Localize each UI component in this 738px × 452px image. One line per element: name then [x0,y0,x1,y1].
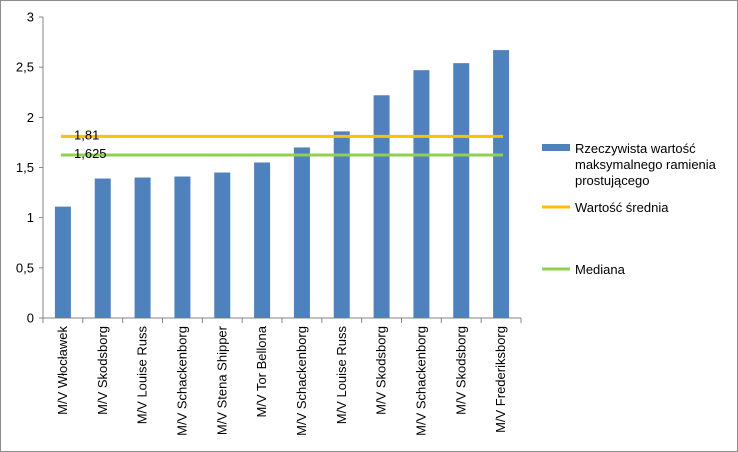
x-tick-label: M/V Schackenborg [413,326,428,436]
y-tick-label: 2 [27,110,34,125]
legend-label: Wartość średnia [575,200,669,215]
reference-line-label: 1,625 [74,146,107,161]
x-tick-label: M/V Stena Shipper [214,325,229,435]
y-tick-label: 3 [27,10,34,25]
y-tick-label: 0 [27,311,34,326]
y-tick-label: 0,5 [16,260,34,275]
legend-label: Mediana [575,262,626,277]
y-tick-label: 1 [27,210,34,225]
bar [214,172,231,318]
x-tick-label: M/V Frederiksborg [493,326,508,433]
bar [453,63,470,318]
bar [293,147,310,318]
x-tick-label: M/V Skodsborg [95,326,110,415]
bar-series [54,50,510,319]
reference-lines: 1,81 1,625 [60,127,504,161]
bar [254,162,271,318]
x-tick-label: M/V Schackenborg [294,326,309,436]
bar [413,70,430,318]
y-axis: 0 0,5 1 1,5 2 2,5 3 [16,10,44,326]
x-tick-label: M/V Schackenborg [174,326,189,436]
x-tick-label: M/V Włocławek [55,326,70,415]
x-axis: M/V Włocławek M/V Skodsborg M/V Louise Rus… [42,317,522,436]
legend-swatch [542,144,570,151]
bar [373,95,390,318]
bar [94,178,111,318]
bar [333,131,350,318]
reference-line-label: 1,81 [74,127,99,142]
x-tick-label: M/V Louise Russ [135,326,150,425]
bar [174,176,191,318]
legend-label: maksymalnego ramienia [575,157,717,172]
legend-label: Rzeczywista wartość [575,141,696,156]
bar [493,50,510,319]
x-tick-label: M/V Tor Bellona [254,325,269,417]
y-tick-label: 2,5 [16,60,34,75]
x-tick-label: M/V Skodsborg [374,326,389,415]
x-tick-label: M/V Skodsborg [453,326,468,415]
legend-label: prostującego [575,173,649,188]
bar [54,206,71,318]
bar [134,177,151,318]
y-tick-label: 1,5 [16,160,34,175]
x-tick-label: M/V Louise Russ [334,326,349,425]
